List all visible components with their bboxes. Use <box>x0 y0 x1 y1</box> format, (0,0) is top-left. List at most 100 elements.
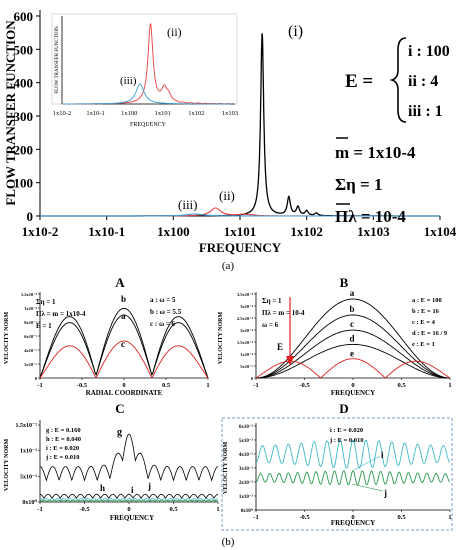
panel-b-param-3: ω = 6 <box>262 321 279 329</box>
panel-a-y-label: VELOCITY NORM <box>4 312 10 365</box>
panel-a-x-tick-label: 1 <box>206 382 209 389</box>
panel-b-title: B <box>340 275 349 290</box>
inset-series-group <box>62 23 231 105</box>
panel-a-y-tick-label: 8x10⁻⁵ <box>24 320 37 325</box>
panel-b-x-tick-label: 1 <box>448 382 451 389</box>
inset-x-tick-label: 1x10-2 <box>53 110 71 117</box>
panel-c-x-ticks: -1 -0.5 0 0.5 1 <box>37 502 220 513</box>
panel-c-x-label: FREQUENCY <box>110 514 154 522</box>
main-y-axis-label: FLOW TRANSFER FUNCTION <box>3 20 18 206</box>
panel-b-arrowhead <box>286 356 294 366</box>
panel-c-legend-j: j : E = 0.010 <box>45 454 80 461</box>
panel-b-y-tick-label: 0 <box>251 376 254 381</box>
panel-c: C -1 -0.5 0 0.5 1 0x10⁰5x10⁻²1x10⁻²1.5x10⁻² … <box>4 401 220 522</box>
panel-b-y-tick-label: 3x10⁻⁴ <box>240 304 253 309</box>
panel-d-x-tick-label: 1 <box>448 514 451 521</box>
panel-d-title: D <box>339 401 348 416</box>
panel-a-param-3: E = 1 <box>36 322 52 330</box>
panel-d-x-ticks: -1 -0.5 0 0.5 1 <box>253 510 452 521</box>
panel-d-legend-j: j : E = 0.010 <box>329 437 364 444</box>
panel-a-x-ticks: -1 -0.5 0 0.5 1 <box>37 378 210 389</box>
panel-a-curve-a: a <box>121 311 126 321</box>
panel-b-x-label: FREQUENCY <box>331 389 375 397</box>
panel-b-x-tick-label: -0.5 <box>299 382 310 389</box>
panel-d-pointer-i <box>353 455 381 471</box>
panel-b-y-ticks: 0 5x10⁻⁵ 1x10⁻⁴ 1.5x10⁻⁴ 2x10⁻⁴ 2.5x10⁻⁴ 3x10⁻… <box>237 292 256 381</box>
panel-c-x-tick-label: -1 <box>37 506 42 513</box>
panel-d-frame <box>221 417 453 531</box>
e-value-i: i : 100 <box>408 43 450 60</box>
panel-b-x-tick-label: 0.5 <box>397 382 406 389</box>
panel-d-x-tick-label: 0 <box>351 514 354 521</box>
main-x-tick-label: 1x103 <box>357 224 390 239</box>
panel-c-curve-i <box>39 498 219 502</box>
main-y-tick-label: 400 <box>14 76 34 91</box>
panel-b-legend-c: c : E = 4 <box>412 319 436 326</box>
inset-x-tick-label: 1x10-1 <box>86 110 104 117</box>
panel-b-y-tick-label: 3.5x10⁻⁴ <box>237 292 254 297</box>
inset-x-tick-label: 1x102 <box>188 110 204 117</box>
main-y-tick-label: 600 <box>14 9 34 24</box>
panel-d-curve-i: i <box>381 450 384 460</box>
m-label: m = 1x10-4 <box>335 143 416 162</box>
main-x-tick-label: 1x100 <box>157 224 190 239</box>
peak-label-i: (i) <box>288 23 303 40</box>
panel-a-y-tick-label: 0 <box>35 376 38 381</box>
panel-a-legend-b: b : ω = 5.5 <box>150 308 182 316</box>
panel-c-x-tick-label: 0 <box>127 506 130 513</box>
panel-d-y-tick-label: 3x10⁻³ <box>239 466 254 472</box>
panel-d-curve-j <box>255 470 451 486</box>
panel-b-y-tick-label: 5x10⁻⁵ <box>240 364 253 369</box>
main-y-tick-label: 500 <box>14 42 34 57</box>
main-x-tick-label: 1x101 <box>224 224 257 239</box>
panel-a-y-tick-label: 2x10⁻⁵ <box>24 362 37 367</box>
panel-b-y-tick-label: 1x10⁻⁴ <box>240 352 253 357</box>
panel-b-legend-d: d : E = 16 / 9 <box>412 330 448 337</box>
panel-c-curve-j <box>40 499 218 502</box>
inset-label-iii: (iii) <box>120 75 137 87</box>
figure-label-b: (b) <box>222 536 235 548</box>
main-x-tick-label: 1x10-1 <box>88 224 125 239</box>
panel-a-curve-a <box>39 314 209 379</box>
panel-b-x-tick-label: 0 <box>351 382 354 389</box>
panel-a-y-tick-label: 1x10⁻⁴ <box>24 306 37 311</box>
inset-x-tick-label: 1x101 <box>155 110 171 117</box>
peak-label-ii: (ii) <box>219 188 235 203</box>
inset-label-ii: (ii) <box>167 25 182 39</box>
main-y-tick-label: 300 <box>14 109 34 124</box>
e-label: E = <box>345 71 373 92</box>
panel-c-curve-j: j <box>147 481 151 491</box>
panel-a-curve-c <box>39 340 209 379</box>
panel-a-curve-c: c <box>121 339 125 349</box>
panel-b-curve-b <box>256 314 450 379</box>
panel-c-y-label: VELOCITY NORM <box>4 439 10 492</box>
panel-d-x-tick-label: 0.5 <box>397 514 406 521</box>
panel-d-y-label: VELOCITY NORM <box>223 442 229 495</box>
main-x-ticks: 1x10-2 1x10-1 1x100 1x101 1x102 1x103 1x104 <box>22 216 456 239</box>
panel-c-y-tick-label: 1.5x10⁻² <box>16 423 38 429</box>
figure-label-a: (a) <box>222 260 235 272</box>
panel-b-param-1: Ση = 1 <box>262 297 282 305</box>
panel-d-series <box>255 439 451 486</box>
panel-b-curve-label-d: d <box>349 333 354 343</box>
inset-x-label: FREQUENCY <box>130 122 167 128</box>
panel-d-x-tick-label: -0.5 <box>299 514 310 521</box>
pi-label: Πλ = 10-4 <box>335 207 406 226</box>
panel-b-curve-label-b: b <box>349 304 354 314</box>
panel-b-arrow-label: E <box>277 342 283 352</box>
panel-c-curve-i: i <box>131 485 134 495</box>
panel-c-curve-h <box>40 493 218 499</box>
panel-b-curve-c <box>256 329 450 379</box>
inset-chart: 1x10-2 1x10-1 1x100 1x101 1x102 1x103 FLOW TR… <box>51 13 238 128</box>
panel-a-series <box>39 307 209 379</box>
panel-a-curve-b <box>39 307 209 379</box>
panel-a-legend-a: a : ω = 5 <box>150 296 176 304</box>
panel-b-x-ticks: -1 -0.5 0 0.5 1 <box>253 378 452 389</box>
inset-series-line-3 <box>62 83 230 105</box>
main-x-axis-label: FREQUENCY <box>199 240 282 255</box>
main-y-tick-label: 100 <box>14 176 34 191</box>
panel-c-curve-h: h <box>100 483 105 493</box>
panel-b-y-label: VELOCITY NORM <box>218 312 224 365</box>
